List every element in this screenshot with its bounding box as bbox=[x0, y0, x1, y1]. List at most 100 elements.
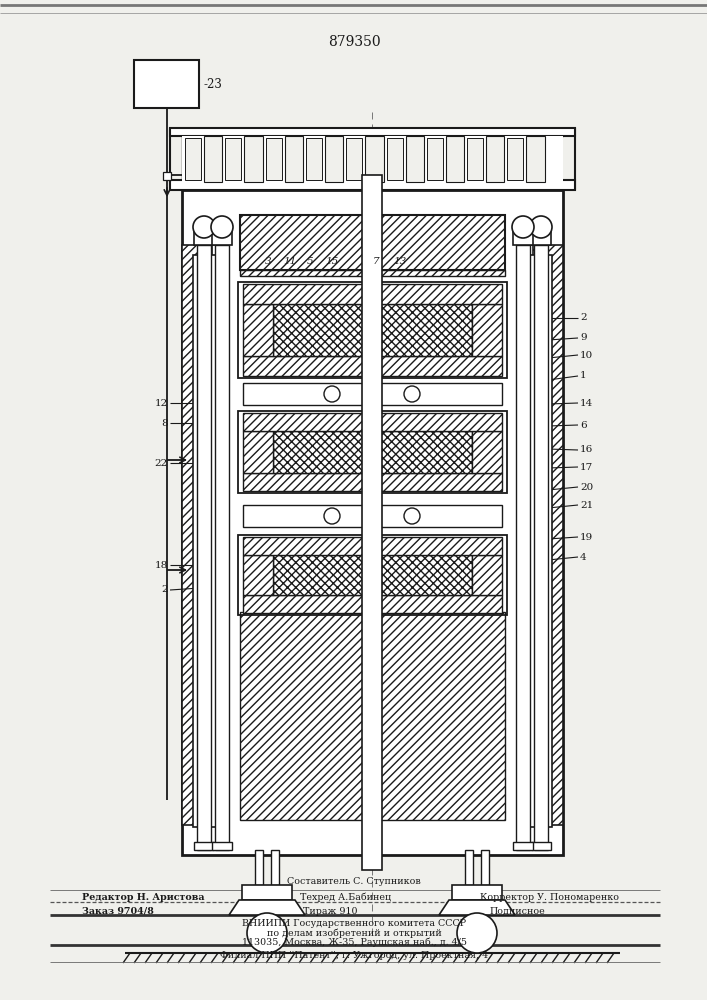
Bar bbox=[243, 413, 502, 431]
Text: 1: 1 bbox=[580, 371, 587, 380]
Circle shape bbox=[193, 216, 215, 238]
Bar bbox=[243, 473, 502, 491]
Bar bbox=[212, 227, 232, 245]
Text: 7: 7 bbox=[373, 257, 380, 266]
Text: 879350: 879350 bbox=[327, 35, 380, 49]
Bar bbox=[406, 136, 423, 182]
Text: Корректор У. Пономаренко: Корректор У. Пономаренко bbox=[480, 892, 619, 902]
Bar bbox=[240, 215, 505, 270]
Bar bbox=[243, 595, 502, 613]
Bar bbox=[516, 245, 530, 850]
Text: по делам изобретений и открытий: по делам изобретений и открытий bbox=[267, 928, 441, 938]
Polygon shape bbox=[243, 431, 273, 473]
Bar bbox=[285, 136, 303, 182]
Bar bbox=[531, 227, 551, 245]
Polygon shape bbox=[439, 900, 515, 915]
Text: Тираж 910: Тираж 910 bbox=[303, 906, 357, 916]
Bar bbox=[517, 255, 552, 827]
Bar bbox=[325, 136, 343, 182]
Bar bbox=[240, 270, 505, 276]
Bar bbox=[226, 138, 241, 180]
Text: Редактор Н. Аристова: Редактор Н. Аристова bbox=[82, 892, 204, 902]
Bar bbox=[185, 138, 201, 180]
Bar bbox=[182, 190, 563, 855]
Bar bbox=[427, 138, 443, 180]
Text: 6: 6 bbox=[580, 420, 587, 430]
Bar bbox=[534, 245, 548, 850]
Bar bbox=[182, 245, 212, 825]
Text: -23: -23 bbox=[203, 78, 222, 91]
Circle shape bbox=[530, 216, 552, 238]
Bar bbox=[240, 612, 505, 820]
Text: 14: 14 bbox=[580, 398, 593, 408]
Polygon shape bbox=[472, 431, 502, 473]
Text: ВНИИПИ Государственного комитета СССР: ВНИИПИ Государственного комитета СССР bbox=[242, 920, 466, 928]
Text: Техред А.Бабинец: Техред А.Бабинец bbox=[300, 892, 391, 902]
Bar bbox=[215, 245, 229, 850]
Circle shape bbox=[362, 233, 382, 253]
Bar bbox=[243, 505, 502, 527]
Bar bbox=[197, 245, 211, 850]
Text: 2: 2 bbox=[161, 585, 168, 594]
Polygon shape bbox=[243, 304, 273, 356]
Bar bbox=[481, 850, 489, 885]
Bar bbox=[182, 136, 563, 182]
Text: 12: 12 bbox=[155, 398, 168, 408]
Bar bbox=[273, 555, 472, 595]
Bar bbox=[255, 850, 263, 885]
Text: 5: 5 bbox=[307, 257, 313, 266]
Circle shape bbox=[324, 386, 340, 402]
Bar bbox=[243, 356, 502, 376]
Bar bbox=[273, 431, 472, 473]
Polygon shape bbox=[472, 555, 502, 595]
Bar bbox=[271, 850, 279, 885]
Bar bbox=[193, 255, 228, 827]
Bar bbox=[306, 138, 322, 180]
Bar bbox=[238, 282, 507, 378]
Bar bbox=[513, 227, 533, 245]
Bar bbox=[242, 885, 292, 900]
Bar bbox=[194, 842, 214, 850]
Bar bbox=[452, 885, 502, 900]
Bar bbox=[243, 537, 502, 555]
Text: Заказ 9704/8: Заказ 9704/8 bbox=[82, 906, 154, 916]
Bar bbox=[527, 136, 544, 182]
Text: 17: 17 bbox=[580, 462, 593, 472]
Polygon shape bbox=[229, 900, 305, 915]
Text: 4: 4 bbox=[580, 552, 587, 562]
Bar bbox=[238, 411, 507, 493]
Circle shape bbox=[247, 913, 287, 953]
Bar bbox=[446, 136, 464, 182]
Bar bbox=[194, 227, 214, 245]
Bar bbox=[387, 138, 402, 180]
Bar bbox=[533, 245, 563, 825]
Circle shape bbox=[324, 508, 340, 524]
Text: Филиал ППП ''Патент'', г. Ужгород, ул. Проектная, 4: Филиал ППП ''Патент'', г. Ужгород, ул. П… bbox=[220, 952, 488, 960]
Circle shape bbox=[404, 508, 420, 524]
Text: 21: 21 bbox=[580, 500, 593, 510]
Text: 15: 15 bbox=[325, 257, 339, 266]
Bar bbox=[204, 136, 222, 182]
Bar bbox=[467, 138, 483, 180]
Text: 20: 20 bbox=[580, 483, 593, 491]
Text: Составитель С. Ступников: Составитель С. Ступников bbox=[287, 878, 421, 886]
Circle shape bbox=[404, 386, 420, 402]
Bar bbox=[243, 284, 502, 304]
Text: 10: 10 bbox=[580, 351, 593, 360]
Text: 18: 18 bbox=[155, 560, 168, 570]
Circle shape bbox=[457, 913, 497, 953]
Bar bbox=[273, 304, 472, 356]
Bar bbox=[486, 136, 504, 182]
Bar bbox=[266, 138, 281, 180]
Bar bbox=[134, 60, 199, 108]
Text: 2: 2 bbox=[580, 314, 587, 322]
Bar bbox=[245, 136, 262, 182]
Circle shape bbox=[211, 216, 233, 238]
Bar bbox=[465, 850, 473, 885]
Polygon shape bbox=[243, 555, 273, 595]
Text: 3: 3 bbox=[264, 257, 271, 266]
Bar bbox=[163, 172, 171, 180]
Text: 9: 9 bbox=[580, 334, 587, 342]
Bar bbox=[238, 535, 507, 615]
Bar bbox=[531, 842, 551, 850]
